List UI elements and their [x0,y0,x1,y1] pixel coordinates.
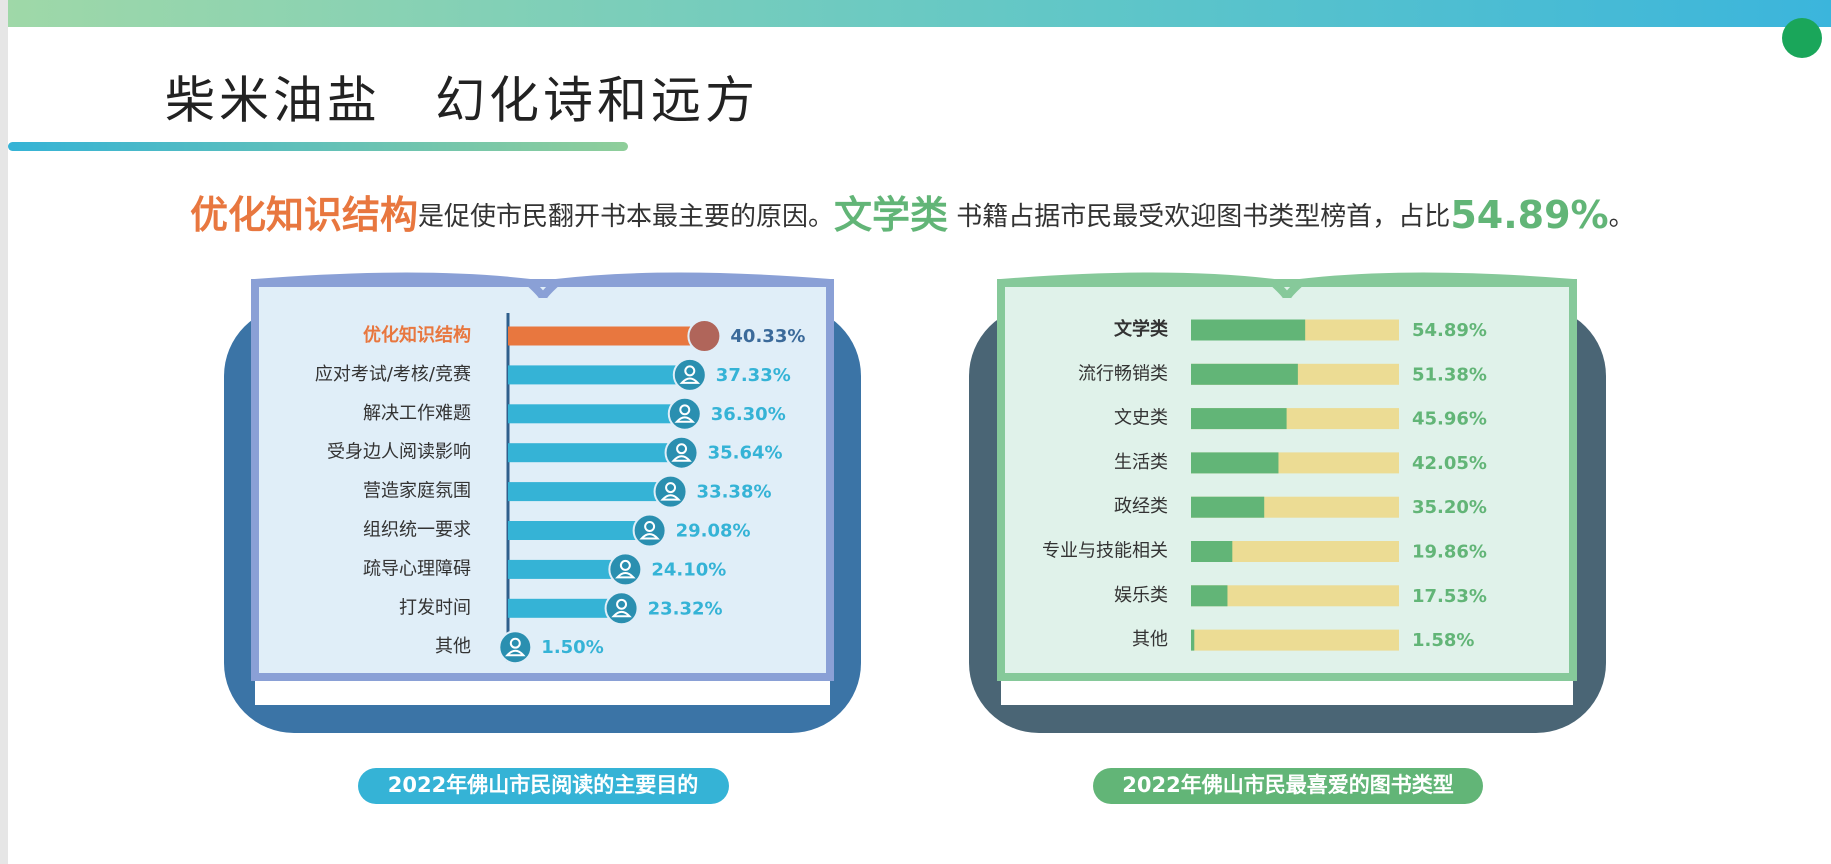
avatar-head [665,482,677,494]
avatar-head [619,559,631,571]
left-edge [0,0,8,864]
book-top-curve [254,272,831,299]
bar [1191,585,1228,607]
avatar-head [644,521,656,532]
bar [508,365,690,385]
value-label: 35.20% [1412,497,1487,518]
category-label: 疏导心理障碍 [363,558,471,579]
avatar-head [684,365,696,377]
bar [508,598,622,618]
bar [1191,408,1287,430]
avatar-body [671,455,692,462]
headline-number: 54.89% [1450,193,1608,237]
value-label: 24.10% [651,559,726,580]
category-label: 优化知识结构 [363,324,471,346]
value-label: 40.33% [730,326,805,347]
headline-text: 是促使市民翻开书本最主要的原因。 [418,202,834,232]
category-label: 受身边人阅读影响 [327,442,471,463]
category-label: 营造家庭氛围 [363,481,471,502]
avatar-head [616,598,628,610]
bar [1191,363,1298,385]
value-label: 36.30% [711,404,786,425]
avatar-body [505,649,526,657]
track [1191,585,1399,607]
avatar-head [676,443,688,455]
page-title: 柴米油盐 幻化诗和远方 [165,72,759,130]
category-label: 流行畅销类 [1078,363,1168,384]
value-label: 19.86% [1412,542,1487,563]
float-button[interactable] [1782,18,1822,58]
value-label: 1.58% [1412,630,1474,651]
category-label: 文史类 [1114,408,1168,429]
avatar-body [639,533,660,540]
category-label: 应对考试/考核/竞赛 [315,364,471,385]
category-label: 打发时间 [399,597,471,618]
track [1191,629,1399,651]
avatar-icon [687,319,722,353]
category-label: 生活类 [1114,452,1168,473]
book-top-curve [1000,272,1574,299]
value-label: 51.38% [1412,364,1487,385]
book-page-edge [255,677,830,705]
bar [508,559,626,579]
headline-key: 文学类 [834,193,948,237]
category-label: 其他 [1132,629,1168,650]
category-label: 解决工作难题 [363,403,471,424]
avatar-body [660,494,681,501]
book-page-edge [1001,677,1573,705]
headline: 优化知识结构是促使市民翻开书本最主要的原因。文学类 书籍占据市民最受欢迎图书类型… [190,193,1635,237]
headline-text: 。 [1609,202,1635,232]
value-label: 54.89% [1412,320,1487,341]
value-label: 1.50% [541,637,603,658]
category-label: 其他 [435,636,471,657]
value-label: 29.08% [676,521,751,542]
bar [508,443,682,463]
bar [1191,319,1306,341]
avatar-body [611,610,632,618]
category-label: 专业与技能相关 [1042,541,1168,562]
value-label: 17.53% [1412,586,1487,607]
bar [1191,452,1279,474]
avatar-body [679,377,701,384]
chart-title-pill [1093,768,1483,804]
bar [508,404,685,424]
value-label: 23.32% [648,598,723,619]
bar [1191,541,1233,562]
category-label: 娱乐类 [1114,585,1168,606]
value-label: 35.64% [708,443,783,464]
bar [508,482,671,502]
value-label: 42.05% [1412,453,1487,474]
category-label: 文学类 [1114,318,1169,340]
chart-title-pill [358,768,729,804]
avatar-body [674,416,696,423]
book-page [997,279,1577,681]
chart-title: 2022年佛山市民最喜爱的图书类型 [1122,773,1453,797]
avatar-head [509,637,521,649]
title-underline [8,142,628,151]
category-label: 政经类 [1114,496,1168,517]
headline-text: 书籍占据市民最受欢迎图书类型榜首，占比 [948,202,1450,232]
bar [508,326,705,346]
value-label: 37.33% [716,365,791,386]
value-label: 45.96% [1412,409,1487,430]
category-label: 组织统一要求 [363,520,471,541]
chart-title: 2022年佛山市民阅读的主要目的 [388,773,698,797]
top-banner [8,0,1831,27]
avatar-body [615,572,636,579]
bar [1191,629,1195,651]
bar [1191,496,1265,518]
headline-key: 优化知识结构 [190,193,418,237]
bar [508,521,650,540]
value-label: 33.38% [697,482,772,503]
avatar-head [679,404,691,416]
track [1191,541,1399,562]
